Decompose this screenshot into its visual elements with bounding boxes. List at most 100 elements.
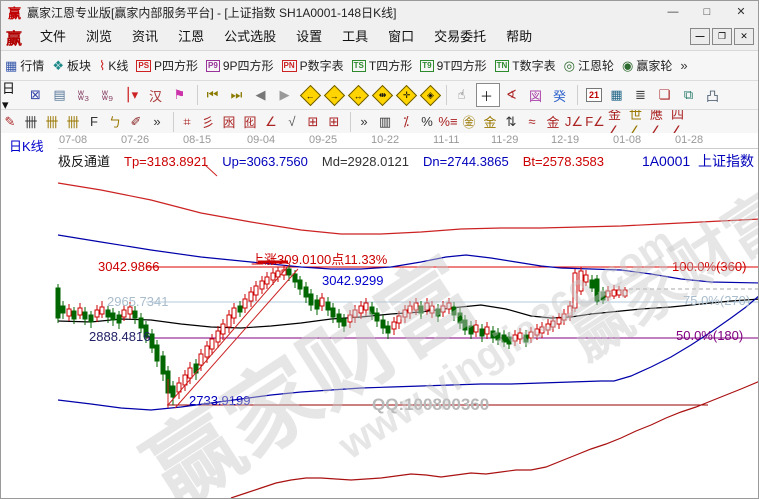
candle-up [187, 367, 193, 379]
percent-slash-icon[interactable]: ⁒ [398, 113, 417, 131]
calculator-button[interactable]: ▦ [607, 84, 629, 106]
close-button[interactable]: ✕ [736, 6, 746, 18]
angle-lines-icon[interactable]: ∠ [263, 113, 282, 131]
save-button[interactable]: ❏ [655, 84, 677, 106]
spiral-tool-button[interactable]: 癸 [550, 84, 572, 106]
net-view-icon[interactable]: ⊠ [26, 84, 48, 106]
pattern-tool-button[interactable]: 図 [526, 84, 548, 106]
zoom-plus-diamond[interactable]: ✛ [395, 84, 417, 106]
fan-box-icon[interactable]: 囦 [221, 113, 240, 131]
last-bar-button[interactable]: ⏭ [227, 84, 249, 106]
brush-grid-icon[interactable]: ✐ [128, 113, 147, 131]
9t-square-button[interactable]: T9 9T四方形 [420, 57, 487, 74]
percent-icon[interactable]: % [419, 113, 438, 131]
zoom-right-diamond[interactable]: → [323, 84, 345, 106]
overflow-left[interactable]: » [149, 113, 168, 131]
bars3-icon[interactable]: ʬ₃ [74, 84, 96, 106]
menu-item-公式选股[interactable]: 公式选股 [224, 28, 277, 44]
zoom-h-diamond[interactable]: ↔ [347, 84, 369, 106]
prev-bar-button[interactable]: ◀ [251, 84, 273, 106]
menu-item-窗口[interactable]: 窗口 [388, 28, 415, 44]
gold-lines-icon[interactable]: 金 [482, 113, 501, 131]
quotes-button[interactable]: ▦ 行情 [5, 57, 44, 74]
percent-lines-icon[interactable]: %≡ [438, 113, 459, 131]
time-grid-icon[interactable]: 卌 [23, 113, 42, 131]
ying-angle-icon[interactable]: 應∠ [650, 110, 669, 133]
maximize-button[interactable]: □ [703, 6, 711, 18]
spiral-grid-icon[interactable]: ㄅ [107, 113, 126, 131]
f-angle-icon[interactable]: F∠ [585, 113, 606, 131]
brush-tool-icon[interactable]: ✎ [2, 113, 21, 131]
winner-wheel-button-label: 赢家轮 [636, 59, 673, 73]
calendar-button[interactable]: 21 [583, 84, 605, 106]
check-lines-icon[interactable]: √ [284, 113, 303, 131]
zoom-wide-diamond-icon: ⇹ [371, 84, 393, 106]
sectors-button[interactable]: ❖ 板块 [52, 57, 91, 74]
gold-angle-icon[interactable]: 金∠ [608, 110, 627, 133]
period-day-dropdown[interactable]: 日▾ [2, 81, 24, 109]
print-button[interactable]: 凸 [703, 84, 725, 106]
kline-button[interactable]: ⌇ K线 [99, 57, 128, 74]
angle-measure-button[interactable]: ∢ [502, 84, 524, 106]
next-bar-button[interactable]: ▶ [275, 84, 297, 106]
pattern-icon[interactable]: 汉 [146, 84, 168, 106]
fib-grid-icon[interactable]: F [86, 113, 105, 131]
toolbar-overflow[interactable]: » [680, 58, 690, 73]
zoom-wide-diamond[interactable]: ⇹ [371, 84, 393, 106]
export-button[interactable]: ⧉ [679, 84, 701, 106]
flag-icon[interactable]: ⚑ [170, 84, 192, 106]
candle-up [358, 305, 364, 314]
red-grid-arrow-icon[interactable]: ⊞ [326, 113, 345, 131]
p-table-button[interactable]: PN P数字表 [281, 57, 344, 74]
9p-square-button[interactable]: P9 9P四方形 [206, 57, 274, 74]
menu-item-浏览[interactable]: 浏览 [86, 28, 113, 44]
candle-down [60, 305, 66, 314]
t-square-button[interactable]: TS T四方形 [351, 57, 412, 74]
shi-angle-icon[interactable]: 世∠ [629, 110, 648, 133]
gann-fan-icon[interactable]: 彡 [200, 113, 219, 131]
menu-item-文件[interactable]: 文件 [40, 28, 67, 44]
mdi-restore-button[interactable]: ❐ [712, 28, 732, 45]
candle-down [71, 310, 77, 320]
four-angle-icon[interactable]: 四∠ [671, 110, 690, 133]
first-bar-button[interactable]: ⏮ [203, 84, 225, 106]
crosshair-tool-button[interactable]: ＋ [476, 83, 500, 107]
red-grid-icon[interactable]: ⊞ [305, 113, 324, 131]
notes-button[interactable]: ≣ [631, 84, 653, 106]
menu-item-工具[interactable]: 工具 [342, 28, 369, 44]
doc-info-icon[interactable]: ▤ [50, 84, 72, 106]
hand-tool-button[interactable]: ☝ [452, 84, 474, 106]
menu-item-交易委托[interactable]: 交易委托 [434, 28, 487, 44]
candle-down [154, 344, 160, 362]
mdi-minimize-button[interactable]: — [690, 28, 710, 45]
kline-plot[interactable] [1, 133, 759, 499]
minimize-button[interactable]: — [667, 6, 679, 18]
ruler-icon[interactable]: ▥ [377, 113, 396, 131]
menu-item-江恩[interactable]: 江恩 [178, 28, 205, 44]
menu-item-设置[interactable]: 设置 [296, 28, 323, 44]
overflow-right[interactable]: » [356, 113, 375, 131]
menu-item-资讯[interactable]: 资讯 [132, 28, 159, 44]
t-table-button[interactable]: TN T数字表 [494, 57, 556, 74]
ray-box-icon[interactable]: 囮 [242, 113, 261, 131]
gold-grid2-icon[interactable]: 卌 [65, 113, 84, 131]
gold-grid-icon[interactable]: 卌 [44, 113, 63, 131]
box-handles-icon[interactable]: ⌗ [179, 113, 198, 131]
mdi-close-button[interactable]: ✕ [734, 28, 754, 45]
gann-wheel-button[interactable]: ◎ 江恩轮 [564, 57, 614, 74]
gold-grid2-icon-icon: 卌 [66, 115, 80, 130]
zoom-left-diamond[interactable]: ← [299, 84, 321, 106]
candle-style-dropdown[interactable]: ⎮▾ [122, 84, 144, 106]
j-angle-icon[interactable]: J∠ [565, 113, 585, 131]
wave-overlay-icon[interactable]: ≈ [524, 113, 543, 131]
price-label-2888: 2888.4816 [89, 329, 151, 344]
gold-lines2-icon[interactable]: 金 [545, 113, 564, 131]
winner-wheel-button[interactable]: ◉ 赢家轮 [622, 57, 672, 74]
bars9-icon[interactable]: ʬ₉ [98, 84, 120, 106]
zoom-out-diamond[interactable]: ◈ [419, 84, 441, 106]
menu-item-帮助[interactable]: 帮助 [506, 28, 533, 44]
indicator-name[interactable]: 极反通道 [58, 154, 111, 169]
p-square-button[interactable]: PS P四方形 [136, 57, 198, 74]
measure-pen-icon[interactable]: ⇅ [503, 113, 522, 131]
gold-circle-icon[interactable]: ㊎ [461, 113, 480, 131]
